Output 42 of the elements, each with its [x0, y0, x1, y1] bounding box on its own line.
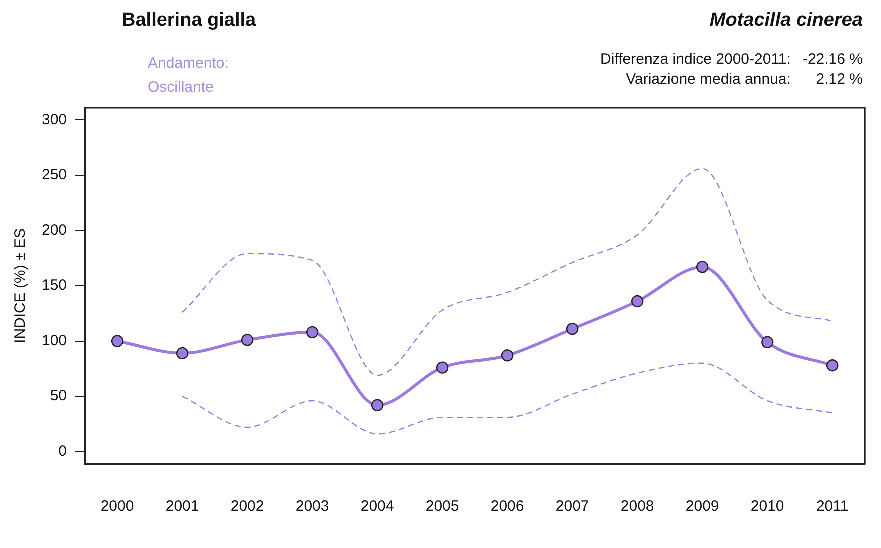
point	[436, 362, 449, 374]
y-tick-label: 200	[42, 222, 68, 239]
text: Andamento:	[148, 54, 229, 74]
point	[631, 295, 644, 308]
point	[241, 334, 254, 346]
text: Differenza indice 2000-2011:	[600, 50, 792, 70]
point	[176, 347, 189, 360]
point	[566, 323, 579, 336]
x-tick-label: 2002	[230, 498, 264, 516]
x-tick-label: 2008	[620, 498, 654, 516]
chart-subtitle: Motacilla cinerea	[710, 10, 863, 32]
y-tick-label: 0	[58, 442, 68, 460]
x-tick-label: 2007	[556, 498, 590, 516]
x-tick-label: 2003	[296, 498, 330, 516]
y-tick-label: 150	[42, 277, 68, 294]
y-tick-label: 250	[42, 166, 68, 184]
text: Variazione media annua:	[625, 70, 792, 90]
point	[501, 350, 514, 362]
x-tick-label: 2011	[816, 498, 849, 516]
x-tick-label: 2004	[360, 498, 394, 516]
line-series	[182, 168, 834, 376]
x-tick-label: 2005	[426, 498, 460, 516]
chart-title: Ballerina gialla	[122, 10, 256, 32]
point	[111, 335, 124, 348]
y-tick-label: 300	[42, 111, 68, 128]
y-tick-label: 100	[42, 332, 68, 350]
text: Oscillante	[148, 78, 215, 98]
y-axis-title: INDICE (%) ± ES	[12, 228, 30, 344]
point	[826, 360, 839, 372]
y-tick-label: 50	[50, 388, 68, 405]
x-tick-label: 2001	[166, 498, 200, 516]
x-tick-label: 2000	[100, 498, 134, 516]
line-series	[182, 362, 834, 435]
x-tick-label: 2006	[490, 498, 524, 516]
x-tick-label: 2009	[686, 498, 720, 516]
point	[696, 261, 709, 274]
text: 2.12 %	[815, 70, 864, 90]
x-tick-label: 2010	[750, 498, 784, 516]
text: -22.16 %	[802, 50, 864, 70]
point	[371, 399, 384, 412]
point	[761, 336, 774, 348]
point	[306, 326, 319, 339]
